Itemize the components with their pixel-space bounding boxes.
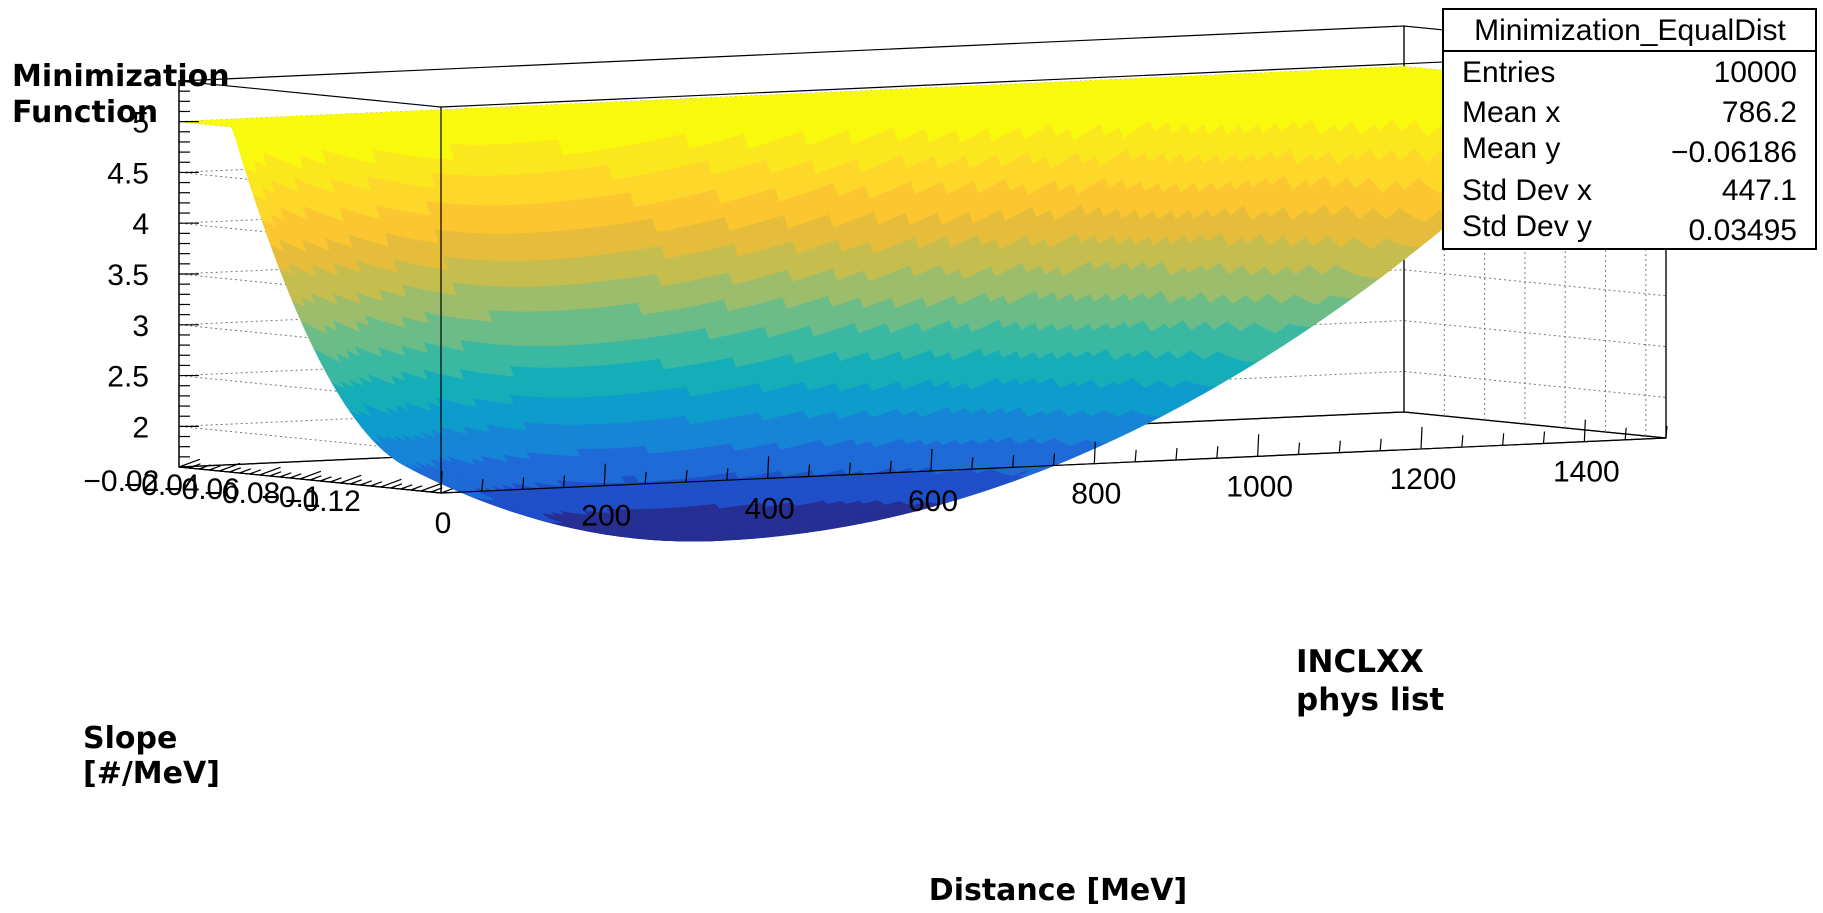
surface-plot: 0 200 400 600 800 1000 1200 1400 −0.02−0.04−0.0… (12, 8, 1817, 908)
